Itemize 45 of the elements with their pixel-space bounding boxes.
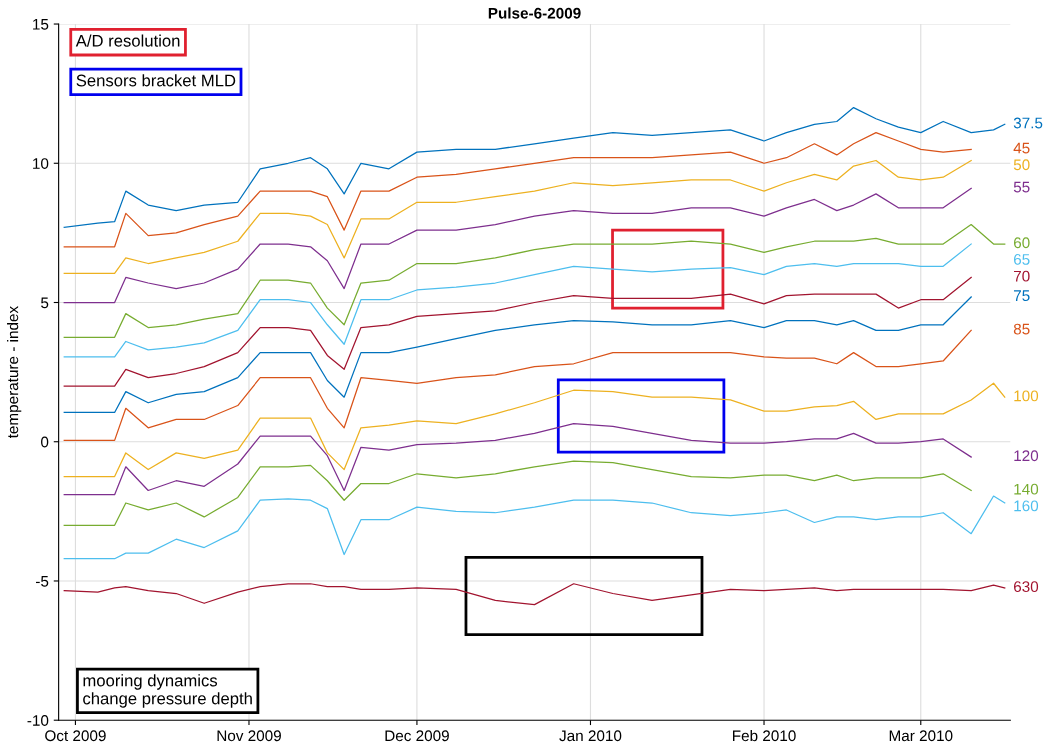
text: 85 bbox=[1013, 323, 1030, 335]
text: 50 bbox=[1013, 159, 1030, 171]
line-series bbox=[63, 276, 972, 387]
series-label: 60 bbox=[1013, 237, 1030, 249]
line-series bbox=[63, 106, 1006, 228]
series-label: 630 bbox=[1013, 581, 1039, 593]
x-tick-label: Jan 2010 bbox=[559, 730, 622, 742]
chart-title: Pulse-6-2009 bbox=[488, 7, 581, 19]
line-series bbox=[63, 243, 972, 358]
text: 120 bbox=[1014, 450, 1039, 462]
series-label: 100 bbox=[1014, 390, 1039, 402]
text: 55 bbox=[1013, 181, 1030, 193]
line-series bbox=[63, 423, 972, 496]
annotation: Sensors bracket MLD bbox=[76, 74, 236, 87]
text: 75 bbox=[1013, 290, 1030, 302]
x-tick-label: Nov 2009 bbox=[217, 730, 281, 742]
text: 45 bbox=[1013, 142, 1030, 154]
y-axis-title: temperature - index bbox=[7, 306, 22, 439]
y-tick-label: -10 bbox=[27, 715, 49, 726]
text: 70 bbox=[1013, 270, 1030, 282]
line-series bbox=[63, 382, 1006, 478]
line-series bbox=[63, 329, 972, 441]
line-series bbox=[63, 296, 972, 414]
annotation: mooring dynamics change pressure depth bbox=[83, 674, 252, 708]
series-label: 37.5 bbox=[1013, 117, 1043, 129]
series-label: 160 bbox=[1014, 500, 1039, 512]
line-series bbox=[63, 495, 1006, 560]
x-tick-label: Oct 2009 bbox=[45, 730, 106, 742]
y-tick-label: -5 bbox=[36, 576, 49, 587]
text: 65 bbox=[1013, 254, 1030, 265]
line-series bbox=[63, 159, 972, 274]
annotation: A/D resolution bbox=[75, 34, 180, 47]
y-tick-label: 0 bbox=[41, 436, 49, 448]
x-tick-label: Dec 2009 bbox=[385, 730, 449, 742]
y-tick-label: 10 bbox=[33, 158, 49, 169]
text: 140 bbox=[1014, 483, 1039, 495]
x-tick-label: Feb 2010 bbox=[733, 729, 796, 742]
y-tick-label: 5 bbox=[41, 297, 49, 309]
line-series bbox=[63, 187, 972, 304]
y-tick-label: 15 bbox=[33, 19, 49, 30]
line-series bbox=[63, 460, 972, 526]
line-series bbox=[63, 132, 972, 248]
line-series bbox=[63, 583, 1006, 606]
x-tick-label: Mar 2010 bbox=[889, 730, 953, 742]
line-series bbox=[63, 223, 1006, 338]
